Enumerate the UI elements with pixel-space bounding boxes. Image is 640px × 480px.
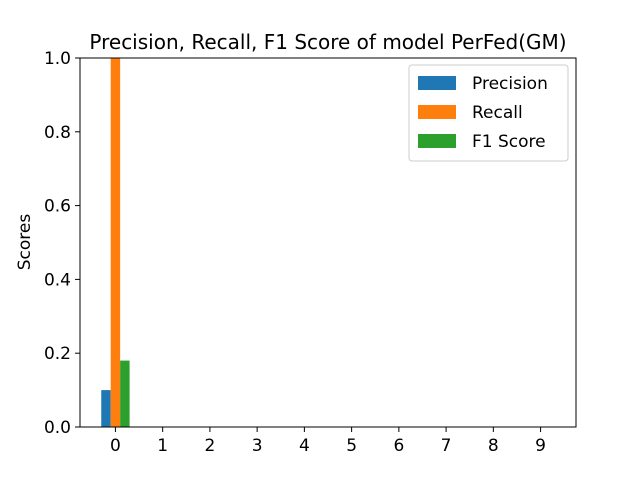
bar-f1-score-0 xyxy=(120,360,130,427)
bar-precision-0 xyxy=(101,390,111,427)
axes-frame xyxy=(79,57,577,428)
x-tick-label-3: 3 xyxy=(252,436,263,456)
x-tick-label-2: 2 xyxy=(204,436,215,456)
x-tick-label-8: 8 xyxy=(488,436,499,456)
legend-label-precision: Precision xyxy=(472,74,548,94)
x-tick-label-0: 0 xyxy=(110,436,121,456)
y-tick-label-0.4: 0.4 xyxy=(44,270,71,290)
x-tick-label-6: 6 xyxy=(393,436,404,456)
x-tick-label-4: 4 xyxy=(299,436,310,456)
x-tick-label-5: 5 xyxy=(346,436,357,456)
legend-label-recall: Recall xyxy=(472,103,523,123)
legend-label-f1-score: F1 Score xyxy=(472,132,546,152)
legend-swatch-precision xyxy=(418,76,456,90)
y-tick-label-1.0: 1.0 xyxy=(44,49,71,69)
bar-recall-0 xyxy=(110,58,121,427)
x-tick-label-7: 7 xyxy=(441,436,452,456)
legend-swatch-f1-score xyxy=(418,134,456,148)
y-axis-label: Scores xyxy=(15,214,35,271)
axes-group: 0 1 2 3 4 5 6 7 8 9 0.0 0.2 0.4 0.6 0.8 1.0 xyxy=(44,49,577,456)
x-tick-label-1: 1 xyxy=(157,436,168,456)
x-tick-label-9: 9 xyxy=(535,436,546,456)
y-tick-label-0.8: 0.8 xyxy=(44,123,71,143)
chart-title: Precision, Recall, F1 Score of model Per… xyxy=(89,30,566,54)
y-tick-label-0.0: 0.0 xyxy=(44,418,71,438)
legend-swatch-recall xyxy=(418,105,456,119)
bars-group xyxy=(101,58,130,427)
y-tick-label-0.6: 0.6 xyxy=(44,197,71,217)
legend: Precision Recall F1 Score xyxy=(408,64,569,162)
y-tick-label-0.2: 0.2 xyxy=(44,344,71,364)
